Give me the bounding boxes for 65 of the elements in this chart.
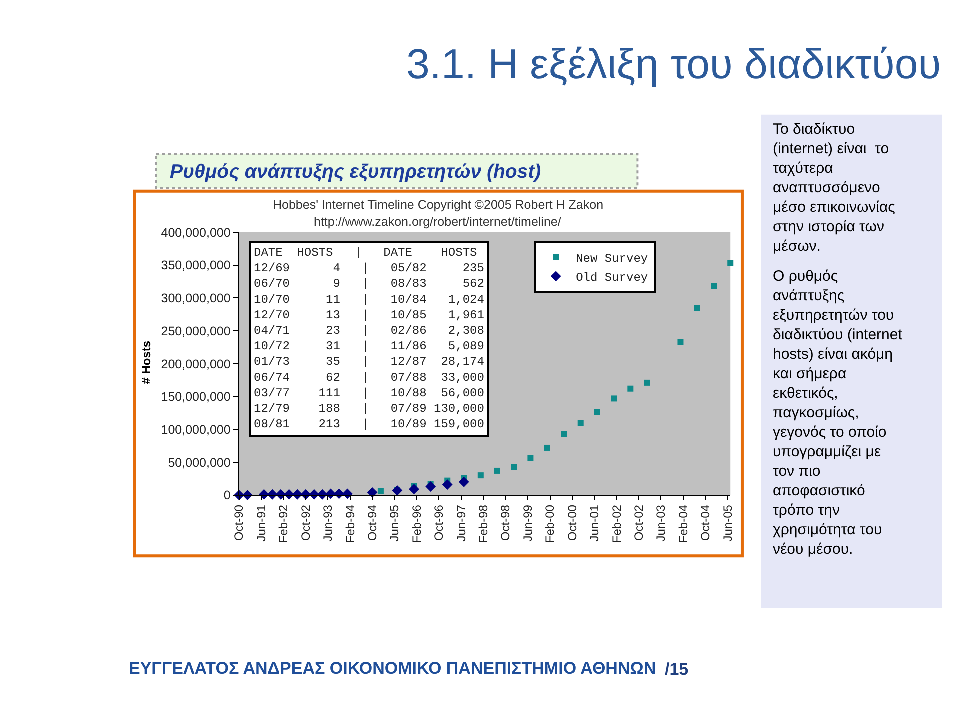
y-tick-label: 0 (224, 488, 231, 503)
point (528, 455, 534, 462)
x-tick-label: Jun-93 (321, 504, 336, 542)
point (694, 305, 700, 312)
point (458, 476, 470, 488)
point (392, 485, 403, 496)
y-axis-title: # Hosts (139, 340, 154, 384)
text: Ο ρυθμός ανάπτυξης εξυπηρετητών του διαδικτύου (internet hosts) είναι ακόμη και σήμερα εκθετικός, παγκοσμίως, γεγονός το οποίο υπογραμμίζει με τον πιο αποφασιστικό τρόπο την χρησιμότητα του νέου μέσου. (773, 268, 902, 558)
y-tick-label: 150,000,000 (161, 390, 231, 404)
text: Hobbes' Internet Timeline Copyright ©2005 Robert H Zakon (273, 198, 604, 212)
point (578, 420, 584, 426)
point (544, 444, 550, 451)
x-tick-label: Feb-98 (476, 504, 491, 544)
x-tick-label: Jun-97 (454, 504, 468, 542)
x-tick-label: Feb-04 (676, 504, 690, 544)
point (628, 386, 634, 392)
x-tick-label: Oct-96 (432, 504, 446, 542)
x-tick-label: Feb-92 (276, 504, 291, 544)
x-tick-label: Feb-96 (410, 504, 424, 544)
text: /15 (665, 660, 689, 679)
y-tick-label: 50,000,000 (168, 456, 231, 470)
point (594, 410, 600, 416)
x-tick-label: Jun-05 (720, 504, 735, 542)
point (711, 283, 718, 290)
y-tick-label: 200,000,000 (161, 357, 231, 372)
chart-subtitle: Ρυθμός ανάπτυξης εξυπηρετητών (host) (170, 161, 542, 183)
x-tick-label: Oct-02 (632, 504, 646, 542)
x-tick-label: Jun-03 (654, 504, 668, 542)
point (678, 339, 684, 346)
point (378, 488, 384, 494)
point (478, 472, 484, 479)
x-tick-label: Jun-91 (254, 504, 268, 542)
x-tick-label: Feb-00 (543, 504, 558, 544)
x-tick-label: Oct-98 (498, 504, 513, 542)
point (511, 464, 518, 470)
point (409, 484, 420, 495)
point (426, 482, 436, 492)
x-tick-label: Jun-99 (520, 504, 535, 542)
point (611, 396, 618, 402)
y-tick-label: 400,000,000 (161, 226, 231, 240)
x-tick-label: Feb-02 (610, 504, 624, 544)
x-tick-label: Oct-04 (698, 504, 713, 542)
x-tick-label: Oct-92 (298, 504, 313, 542)
x-tick-label: Jun-95 (388, 504, 402, 542)
point (644, 380, 650, 386)
x-tick-label: Oct-00 (565, 504, 580, 542)
text: http://www.zakon.org/robert/internet/timeline/ (314, 215, 562, 229)
text: Το διαδίκτυο (internet) είναι το ταχύτερα αναπτυσσόμενο μέσο επικοινωνίας στην ιστορία των μέσων. (773, 121, 896, 255)
point (728, 260, 734, 266)
x-tick-label: Jun-01 (588, 504, 602, 542)
y-tick-label: 300,000,000 (161, 292, 231, 306)
x-tick-label: Feb-94 (343, 504, 358, 544)
y-tick-label: 350,000,000 (161, 258, 231, 273)
y-tick-label: 100,000,000 (161, 422, 231, 437)
x-tick-label: Oct-94 (365, 504, 380, 542)
point (494, 468, 500, 474)
text: ΕΥΓΓΕΛΑΤΟΣ ΑΝΔΡΕΑΣ ΟΙΚΟΝΟΜΙΚΟ ΠΑΝΕΠΙΣΤΗΜΙΟ ΑΘΗΝΩΝ (129, 659, 656, 678)
y-tick-label: 250,000,000 (161, 324, 231, 338)
chart-title: 3.1. Η εξέλιξη του διαδικτύου (406, 40, 942, 88)
point (442, 480, 453, 490)
legend-label: Old Survey (576, 271, 648, 286)
x-tick-label: Oct-90 (232, 504, 246, 542)
point (561, 431, 568, 438)
text: DATE HOSTS | DATE HOSTS 12/69 4 | 05/82 235 06/70 9 | 08/83 562 10/70 11 | 10/84 1,024 12/70 13 | 10/85 1,961 04/71 23 | 02/86 2,308 10/72 31 | 11/86 5,089 01/73 35 | 12/87 28,174 06/74 62 | 07/88 33,000 03/77 111 | 10/88 56,000 12/79 188 | 07/89 130,000 08/81 213 | 10/89 159,000 (254, 246, 484, 432)
legend-label: New Survey (576, 252, 648, 266)
